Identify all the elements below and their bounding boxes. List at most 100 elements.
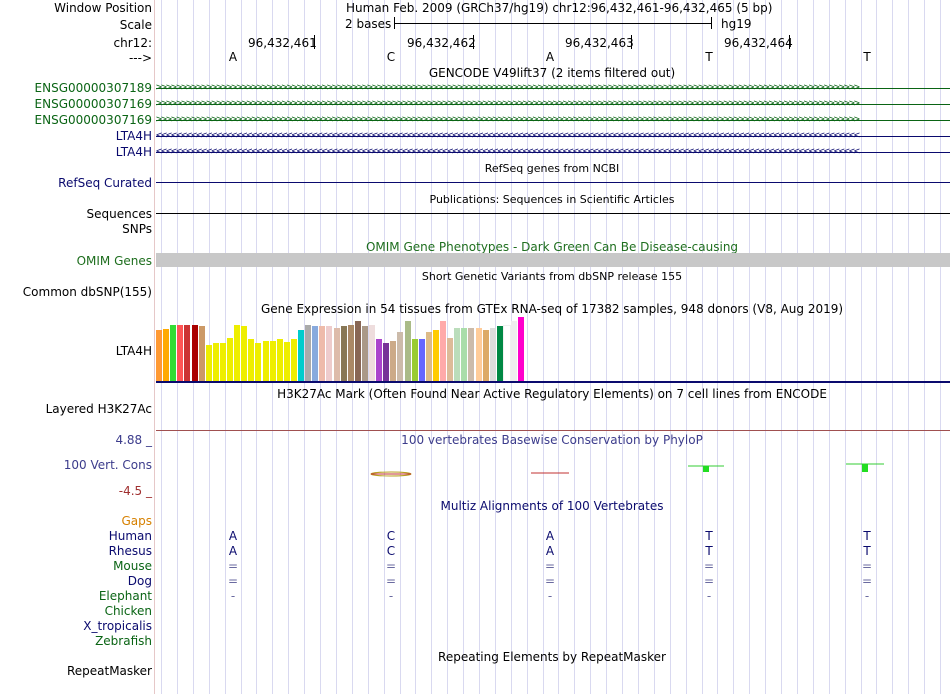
gtex-tissue-bar[interactable] (284, 342, 290, 381)
gtex-tissue-bar[interactable] (426, 332, 432, 381)
gtex-tissue-bar[interactable] (468, 328, 474, 381)
ref-base-4: T (705, 50, 713, 64)
gencode-gene-reverse-2[interactable]: <<<<<<<<<<<<<<<<<<<<<<<<<<<<<<<<<<<<<<<<… (156, 145, 950, 159)
alignment-base: C (386, 529, 396, 543)
gtex-bar-plot[interactable] (156, 316, 536, 382)
gtex-tissue-bar[interactable] (433, 330, 439, 381)
omim-track-title[interactable]: OMIM Gene Phenotypes - Dark Green Can Be… (365, 240, 739, 254)
gtex-tissue-bar[interactable] (298, 330, 304, 381)
gencode-row-label-3[interactable]: ENSG00000307169 (34, 113, 152, 127)
gtex-tissue-bar[interactable] (419, 339, 425, 381)
repeatmasker-label[interactable]: RepeatMasker (66, 664, 152, 678)
gtex-tissue-bar[interactable] (362, 326, 368, 381)
species-label[interactable]: Mouse (113, 559, 152, 573)
scale-label: Scale (119, 18, 152, 32)
gtex-tissue-bar[interactable] (184, 325, 190, 381)
gencode-gene-reverse-1[interactable]: <<<<<<<<<<<<<<<<<<<<<<<<<<<<<<<<<<<<<<<<… (156, 129, 950, 143)
sequences-line[interactable] (156, 213, 950, 214)
multiz-track-title[interactable]: Multiz Alignments of 100 Vertebrates (440, 499, 664, 513)
species-label[interactable]: Elephant (98, 589, 152, 603)
gencode-row-label-2[interactable]: ENSG00000307169 (34, 97, 152, 111)
gencode-row-label-4[interactable]: LTA4H (115, 129, 152, 143)
gtex-tissue-bar[interactable] (270, 341, 276, 381)
gtex-tissue-bar[interactable] (497, 326, 503, 381)
gtex-track-title[interactable]: Gene Expression in 54 tissues from GTEx … (260, 302, 844, 316)
gtex-tissue-bar[interactable] (326, 326, 332, 381)
scale-value: 2 bases (345, 17, 392, 31)
gtex-tissue-bar[interactable] (390, 341, 396, 381)
gencode-gene-forward-1[interactable]: >>>>>>>>>>>>>>>>>>>>>>>>>>>>>>>>>>>>>>>>… (156, 81, 950, 95)
gtex-tissue-bar[interactable] (213, 343, 219, 381)
dbsnp-track-title[interactable]: Short Genetic Variants from dbSNP releas… (421, 270, 683, 283)
gtex-tissue-bar[interactable] (156, 330, 162, 381)
gtex-tissue-bar[interactable] (503, 325, 511, 382)
refseq-label[interactable]: RefSeq Curated (58, 176, 152, 190)
gencode-row-label-1[interactable]: ENSG00000307189 (34, 81, 152, 95)
gtex-tissue-bar[interactable] (312, 326, 318, 381)
h3k27ac-track-title[interactable]: H3K27Ac Mark (Often Found Near Active Re… (277, 387, 827, 401)
gtex-tissue-bar[interactable] (192, 325, 198, 381)
gencode-gene-forward-3[interactable]: >>>>>>>>>>>>>>>>>>>>>>>>>>>>>>>>>>>>>>>>… (156, 113, 950, 127)
gtex-tissue-bar[interactable] (234, 325, 240, 381)
omim-gene-bar[interactable] (156, 253, 950, 267)
conservation-track-title[interactable]: 100 vertebrates Basewise Conservation by… (401, 433, 703, 447)
species-label[interactable]: X_tropicalis (83, 619, 152, 633)
gtex-tissue-bar[interactable] (163, 329, 169, 381)
gtex-tissue-bar[interactable] (454, 328, 460, 381)
gtex-tissue-bar[interactable] (483, 330, 489, 381)
gtex-tissue-bar[interactable] (412, 339, 418, 381)
gtex-tissue-bar[interactable] (397, 332, 403, 381)
species-label[interactable]: Chicken (104, 604, 152, 618)
refseq-track-title[interactable]: RefSeq genes from NCBI (484, 162, 620, 175)
gtex-tissue-bar[interactable] (170, 325, 176, 381)
gtex-tissue-bar[interactable] (277, 339, 283, 381)
species-label[interactable]: Rhesus (108, 544, 152, 558)
gencode-gene-forward-2[interactable]: >>>>>>>>>>>>>>>>>>>>>>>>>>>>>>>>>>>>>>>>… (156, 97, 950, 111)
gtex-tissue-bar[interactable] (319, 326, 325, 381)
gtex-tissue-bar[interactable] (248, 339, 254, 381)
species-label[interactable]: Dog (127, 574, 152, 588)
gtex-tissue-bar[interactable] (177, 325, 183, 381)
h3k27ac-label[interactable]: Layered H3K27Ac (45, 402, 152, 416)
gtex-tissue-bar[interactable] (369, 325, 375, 381)
gtex-tissue-bar[interactable] (440, 321, 446, 381)
gtex-tissue-bar[interactable] (199, 326, 205, 381)
gtex-tissue-bar[interactable] (490, 328, 496, 381)
gtex-tissue-bar[interactable] (305, 325, 311, 381)
gtex-tissue-bar[interactable] (518, 317, 524, 381)
snps-label[interactable]: SNPs (122, 222, 152, 236)
sequences-label[interactable]: Sequences (86, 207, 152, 221)
window-position-value[interactable]: Human Feb. 2009 (GRCh37/hg19) chr12:96,4… (346, 1, 773, 15)
gtex-tissue-bar[interactable] (476, 328, 482, 381)
alignment-base: T (863, 544, 871, 558)
gtex-label[interactable]: LTA4H (115, 344, 152, 358)
gencode-track-title[interactable]: GENCODE V49lift37 (2 items filtered out) (428, 66, 676, 80)
repeatmasker-track-title[interactable]: Repeating Elements by RepeatMasker (438, 650, 666, 664)
gtex-tissue-bar[interactable] (355, 321, 361, 381)
conservation-plot[interactable] (155, 455, 950, 485)
gtex-tissue-bar[interactable] (348, 325, 354, 381)
gtex-tissue-bar[interactable] (383, 343, 389, 381)
gtex-tissue-bar[interactable] (241, 326, 247, 381)
gtex-tissue-bar[interactable] (220, 343, 226, 381)
gtex-tissue-bar[interactable] (255, 343, 261, 381)
gtex-tissue-bar[interactable] (263, 341, 269, 381)
gtex-tissue-bar[interactable] (511, 321, 517, 381)
gtex-tissue-bar[interactable] (334, 328, 340, 381)
conservation-label[interactable]: 100 Vert. Cons (63, 458, 152, 472)
publications-track-title[interactable]: Publications: Sequences in Scientific Ar… (429, 193, 675, 206)
gtex-tissue-bar[interactable] (461, 328, 467, 381)
gencode-row-label-5[interactable]: LTA4H (115, 145, 152, 159)
gtex-tissue-bar[interactable] (341, 326, 347, 381)
refseq-gene-line[interactable] (156, 182, 950, 183)
gtex-tissue-bar[interactable] (227, 338, 233, 381)
gtex-tissue-bar[interactable] (405, 321, 411, 381)
gtex-tissue-bar[interactable] (291, 339, 297, 381)
omim-label[interactable]: OMIM Genes (76, 254, 152, 268)
gtex-tissue-bar[interactable] (376, 339, 382, 381)
dbsnp-label[interactable]: Common dbSNP(155) (22, 285, 152, 299)
species-label[interactable]: Human (108, 529, 152, 543)
gtex-tissue-bar[interactable] (447, 338, 453, 381)
species-label[interactable]: Zebrafish (95, 634, 152, 648)
gtex-tissue-bar[interactable] (206, 345, 212, 381)
